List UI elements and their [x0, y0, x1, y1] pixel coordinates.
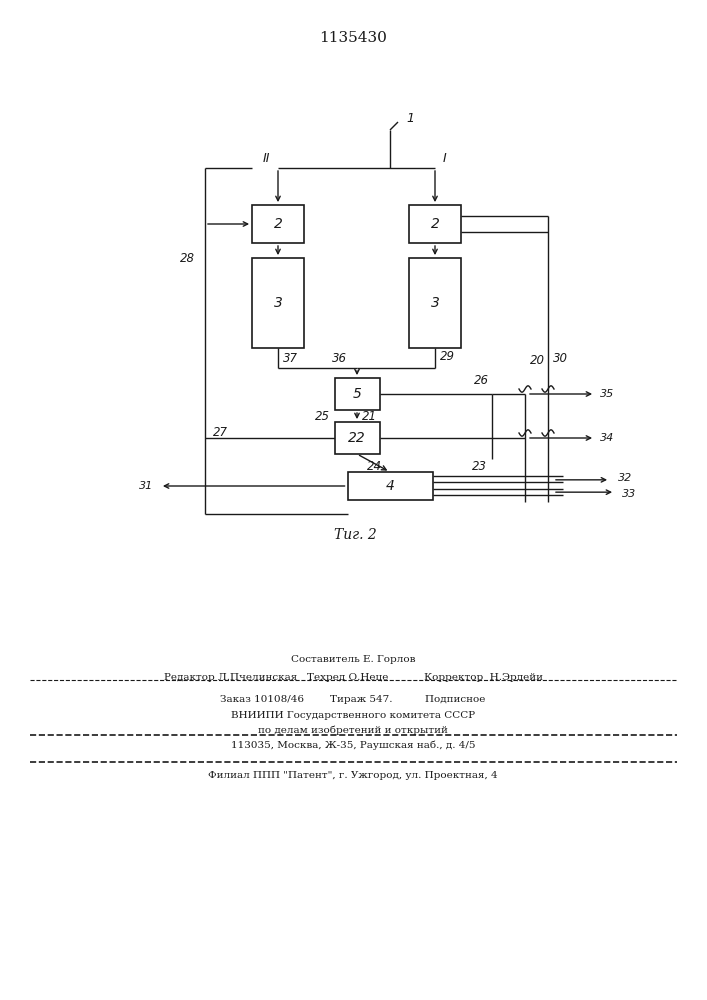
Bar	[252, 205, 304, 243]
Text: 36: 36	[332, 352, 347, 364]
Bar	[334, 378, 380, 410]
Text: Заказ 10108/46        Тираж 547.          Подписное: Заказ 10108/46 Тираж 547. Подписное	[221, 696, 486, 704]
Bar	[334, 422, 380, 454]
Text: 1: 1	[406, 111, 414, 124]
Text: 22: 22	[348, 431, 366, 445]
Text: по делам изобретений и открытий: по делам изобретений и открытий	[258, 725, 448, 735]
Text: ВНИИПИ Государственного комитета СССР: ВНИИПИ Государственного комитета СССР	[231, 712, 475, 720]
Text: 34: 34	[600, 433, 614, 443]
Text: 2: 2	[274, 217, 282, 231]
Text: I: I	[443, 151, 447, 164]
Text: 27: 27	[213, 426, 228, 438]
Bar	[348, 472, 433, 500]
Text: 33: 33	[622, 489, 636, 499]
Text: 113035, Москва, Ж-35, Раушская наб., д. 4/5: 113035, Москва, Ж-35, Раушская наб., д. …	[230, 740, 475, 750]
Text: 28: 28	[180, 251, 195, 264]
Text: 37: 37	[283, 352, 298, 364]
Text: 1135430: 1135430	[319, 31, 387, 45]
Text: II: II	[262, 151, 270, 164]
Text: 30: 30	[553, 352, 568, 364]
Text: Составитель Е. Горлов: Составитель Е. Горлов	[291, 656, 415, 664]
Text: Редактор Л.Пчелинская   Техред О.Неце           Корректор  Н.Эрдейи: Редактор Л.Пчелинская Техред О.Неце Корр…	[163, 674, 542, 682]
Text: 24: 24	[366, 460, 382, 473]
Text: 26: 26	[474, 373, 489, 386]
Text: 5: 5	[353, 387, 361, 401]
Text: 4: 4	[385, 479, 395, 493]
Text: 2: 2	[431, 217, 440, 231]
Text: 25: 25	[315, 410, 329, 424]
Text: 31: 31	[139, 481, 153, 491]
Text: 20: 20	[530, 354, 545, 366]
Text: Филиал ППП "Патент", г. Ужгород, ул. Проектная, 4: Филиал ППП "Патент", г. Ужгород, ул. Про…	[208, 770, 498, 780]
Text: Τиг. 2: Τиг. 2	[334, 528, 376, 542]
Text: 23: 23	[472, 460, 487, 473]
Text: 21: 21	[361, 410, 377, 422]
Text: 32: 32	[618, 473, 632, 483]
Bar	[409, 258, 461, 348]
Text: 3: 3	[274, 296, 282, 310]
Text: 3: 3	[431, 296, 440, 310]
Bar	[252, 258, 304, 348]
Text: 35: 35	[600, 389, 614, 399]
Bar	[409, 205, 461, 243]
Text: 29: 29	[440, 350, 455, 362]
